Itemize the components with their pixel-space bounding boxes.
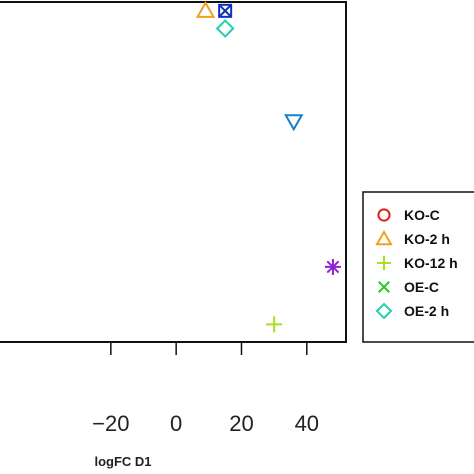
data-point-triangle-up (195, 0, 216, 18)
x-axis: −20 0 20 40 (92, 342, 319, 436)
data-points (195, 0, 341, 333)
legend-label: OE-C (404, 279, 439, 295)
plot-frame (0, 1, 347, 343)
legend-label: KO-2 h (404, 231, 450, 247)
data-point-diamond (215, 19, 235, 38)
legend-marker-diamond (375, 302, 393, 320)
legend-marker-plus (377, 256, 391, 270)
data-point-plus (266, 316, 283, 333)
x-tick-label: 0 (170, 411, 182, 436)
data-point-triangle-down (284, 114, 304, 132)
legend-marker-circle (377, 208, 391, 222)
x-tick-label: −20 (92, 411, 129, 436)
x-tick-label: 20 (229, 411, 253, 436)
legend: KO-C KO-2 h KO-12 h OE-C OE-2 h (375, 207, 458, 320)
legend-label: OE-2 h (404, 303, 449, 319)
legend-marker-triangle-up (375, 229, 393, 246)
legend-box (362, 191, 474, 343)
data-point-square-x (218, 3, 233, 18)
legend-label: KO-C (404, 207, 440, 223)
x-tick-label: 40 (295, 411, 319, 436)
legend-label: KO-12 h (404, 255, 458, 271)
data-point-asterisk (324, 258, 341, 275)
x-axis-title: logFC D1 (94, 454, 151, 469)
legend-marker-cross (378, 281, 390, 293)
